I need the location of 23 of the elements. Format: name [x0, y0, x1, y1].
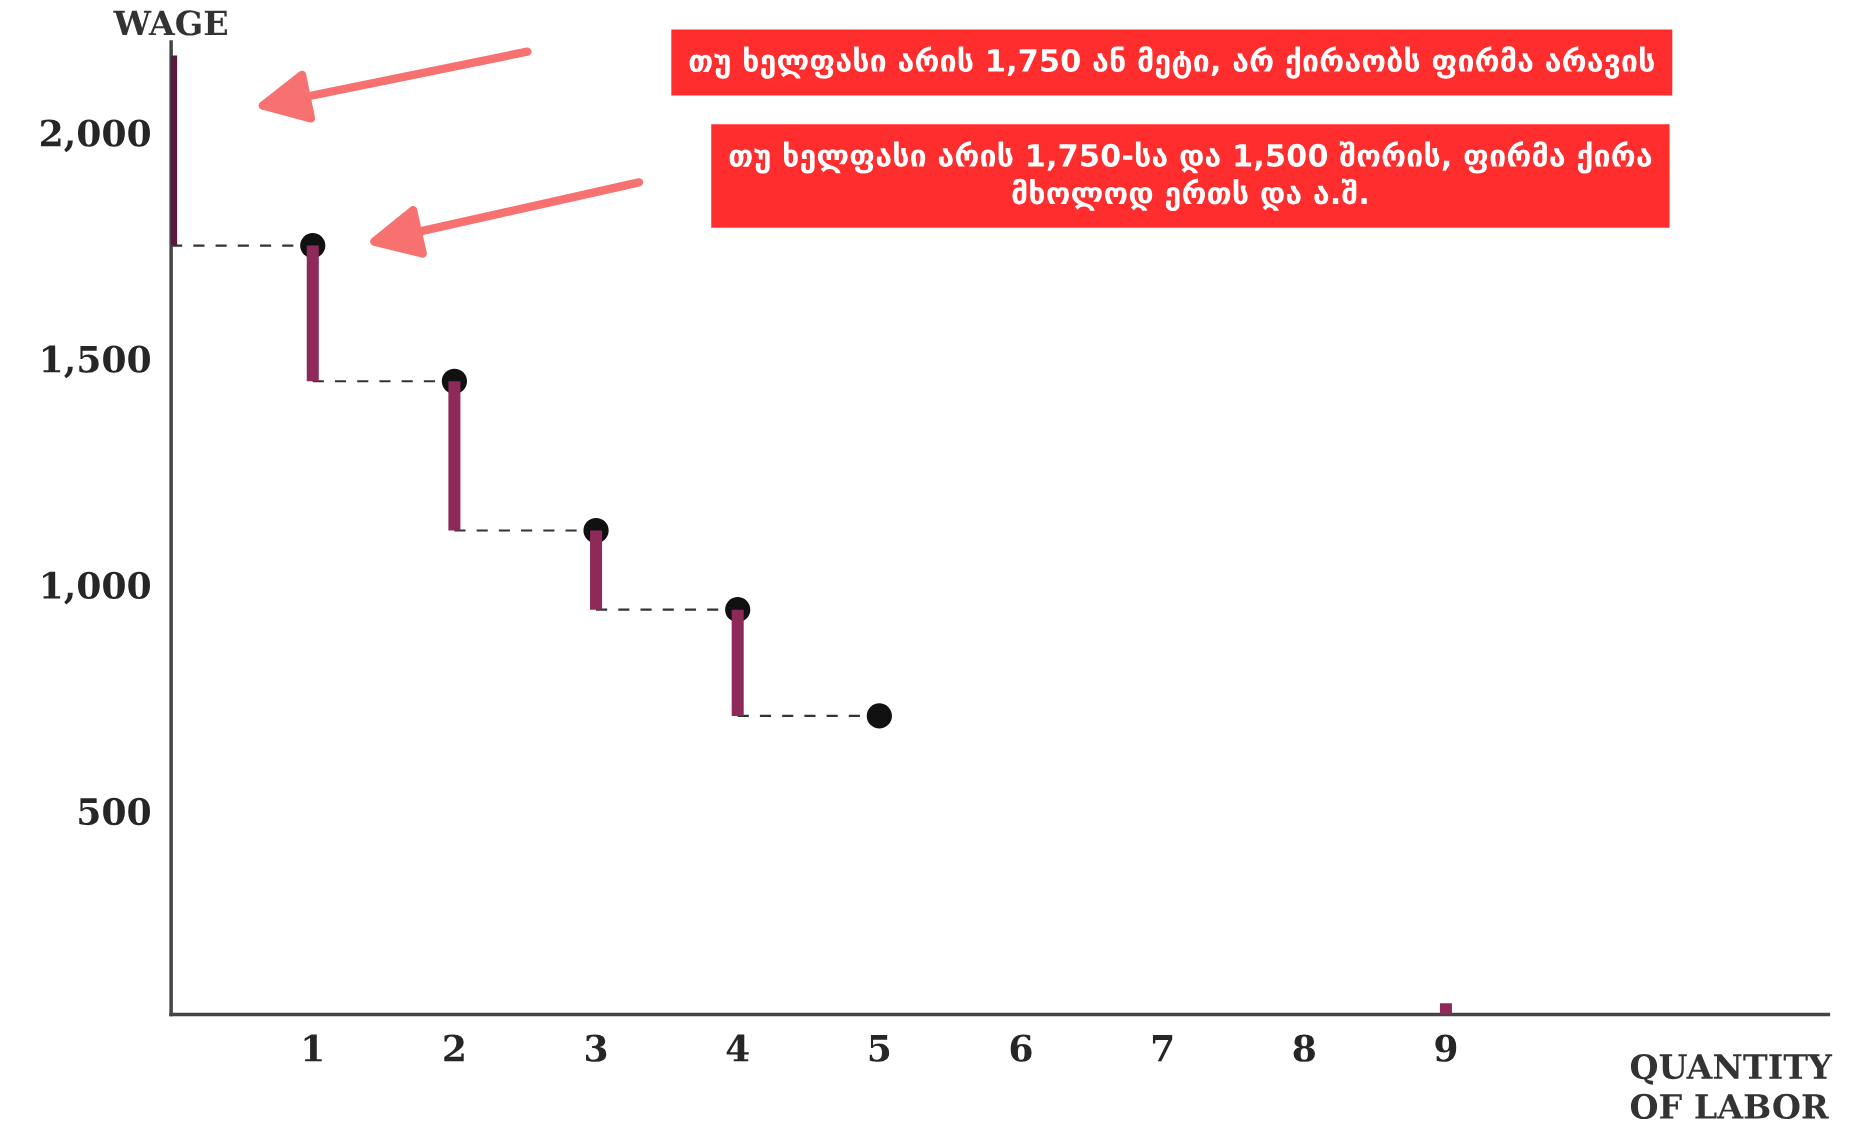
x-tick-label: 6 [1010, 1034, 1032, 1062]
x-tick-label: 7 [1152, 1035, 1173, 1062]
x-tick-label: 8 [1293, 1034, 1315, 1062]
x-tick-label: 9 [1435, 1034, 1457, 1062]
bar [590, 530, 603, 610]
bar [306, 245, 319, 382]
annotation: თუ ხელფასი არის 1,750-სა და 1,500 შორის, ფირმა ქირა მხოლოდ ერთს და ა.შ. [729, 141, 1652, 212]
x-tick-label: 3 [586, 1034, 607, 1062]
y-axis-title: WAGE [113, 10, 227, 36]
x-tick-label: 4 [726, 1034, 749, 1062]
y-tick-label: 1,000 [43, 571, 150, 605]
y-tick-label: 1,500 [43, 345, 150, 379]
point [866, 703, 892, 729]
bar [731, 609, 744, 716]
bar [448, 381, 461, 531]
y-tick-label: 2,000 [41, 119, 150, 153]
x-axis-title: QUANTITY OF LABOR [1630, 1053, 1833, 1120]
x-tick-label: 1 [304, 1034, 322, 1062]
annotation: თუ ხელფასი არის 1,750 ან მეტი, არ ქირაობს ფირმა არავის [689, 46, 1654, 79]
x-tick-label: 2 [444, 1034, 464, 1062]
x-tick-label: 5 [869, 1035, 890, 1062]
bar [1439, 1003, 1452, 1015]
y-tick-label: 500 [79, 797, 150, 826]
